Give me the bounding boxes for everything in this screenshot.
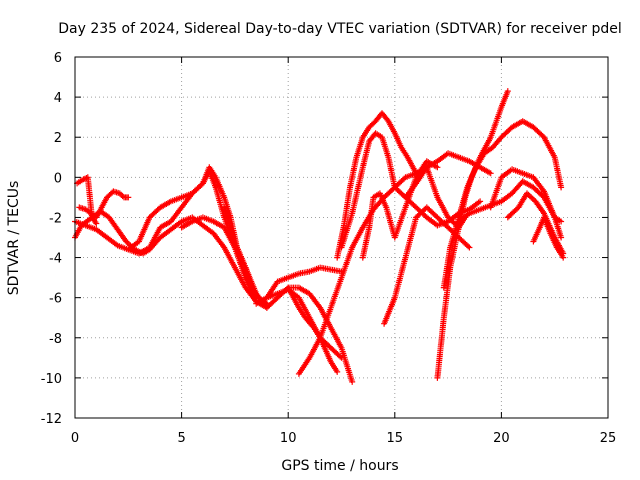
data-point-markers <box>530 214 567 261</box>
series-arc-i <box>253 264 345 307</box>
x-tick-label: 5 <box>177 431 185 446</box>
series-arc-o <box>359 158 441 261</box>
y-tick-label: -10 <box>41 372 62 387</box>
series-arc-u <box>487 166 565 241</box>
data-point-markers <box>434 88 511 381</box>
y-tick-label: 4 <box>54 91 62 106</box>
data-point-markers <box>253 264 345 307</box>
series-arc-r <box>434 88 511 381</box>
plot-frame <box>74 56 609 419</box>
y-tick-label: 0 <box>54 171 62 186</box>
data-point-markers <box>487 166 565 241</box>
data-point-markers <box>74 174 100 227</box>
x-tick-label: 10 <box>280 431 297 446</box>
y-tick-label: 2 <box>54 131 62 146</box>
data-point-markers <box>221 204 356 385</box>
x-tick-label: 0 <box>71 431 79 446</box>
grid <box>75 57 608 418</box>
y-tick-label: -2 <box>49 211 62 226</box>
y-tick-label: 6 <box>54 51 62 66</box>
x-tick-label: 20 <box>493 431 510 446</box>
data-point-markers <box>359 158 441 261</box>
series-arc-w <box>530 214 567 261</box>
x-axis-title: GPS time / hours <box>281 458 398 474</box>
series-arc-s <box>440 118 565 291</box>
data-point-markers <box>440 118 565 291</box>
data-point-markers <box>334 110 420 261</box>
x-tick-label: 25 <box>600 431 617 446</box>
chart-title: Day 235 of 2024, Sidereal Day-to-day VTE… <box>58 21 622 37</box>
y-tick-label: -6 <box>49 292 62 307</box>
x-tick-label: 15 <box>387 431 404 446</box>
series-arc-h <box>221 204 356 385</box>
y-tick-label: -4 <box>49 252 62 267</box>
axis-ticks: 0 5 10 15 20 25 -12 -10 -8 -6 -4 -2 0 2 4 6 <box>41 51 617 446</box>
y-axis-title: SDTVAR / TECUs <box>6 181 22 296</box>
y-tick-label: -8 <box>49 332 62 347</box>
y-tick-label: -12 <box>41 412 62 427</box>
series-arc-c <box>74 174 100 227</box>
data-points <box>72 88 567 385</box>
series-arc-m <box>334 110 420 261</box>
